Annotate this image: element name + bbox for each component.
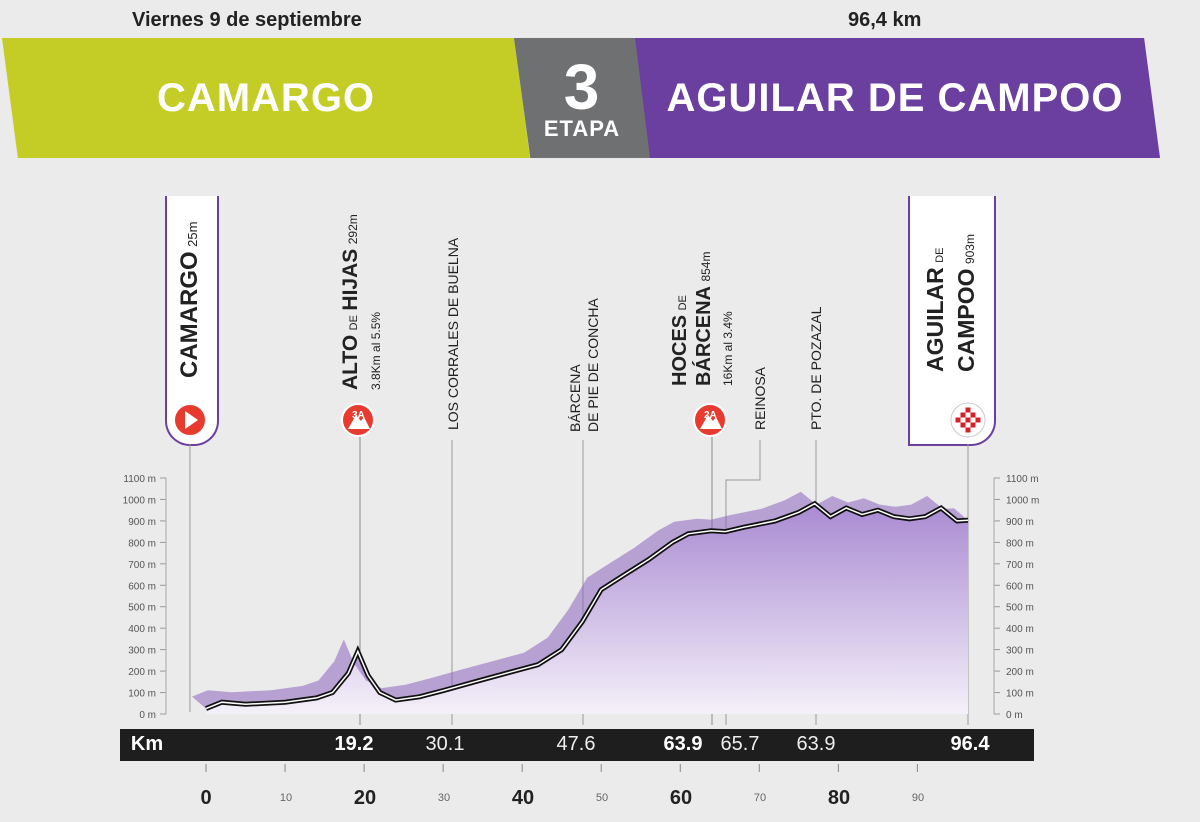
checker-square <box>965 412 971 418</box>
stage-date: Viernes 9 de septiembre <box>132 9 362 31</box>
checker-square <box>955 417 961 423</box>
x-tick-0: 0 <box>200 787 212 809</box>
km-value-reinosa: 65.7 <box>720 733 760 755</box>
y-tick-label-left: 900 m <box>128 517 156 528</box>
x-tick-90: 90 <box>911 792 925 804</box>
x-tick-30: 30 <box>437 792 451 804</box>
y-tick-label-right: 800 m <box>1006 538 1034 549</box>
hijas-cat: 3A <box>352 410 365 421</box>
y-tick-label-right: 1000 m <box>1006 495 1039 506</box>
y-tick-label-left: 1000 m <box>123 495 156 506</box>
y-tick-label-right: 100 m <box>1006 689 1034 700</box>
y-tick-label-right: 1100 m <box>1006 474 1039 485</box>
y-tick-label-left: 100 m <box>128 689 156 700</box>
y-axis-left: 0 m 100 m 200 m 300 m 400 m 500 m 600 m 700 m 80… <box>123 474 167 721</box>
y-tick-label-left: 200 m <box>128 667 156 678</box>
km-bar-label: Km <box>130 733 164 755</box>
checker-square <box>960 417 966 423</box>
profile-area <box>206 503 968 714</box>
category-3-climb-icon: 3A <box>341 403 375 437</box>
y-tick-label-right: 400 m <box>1006 624 1034 635</box>
finish-flag-icon <box>950 402 986 438</box>
y-tick-label-right: 0 m <box>1006 710 1023 721</box>
checker-square <box>965 427 971 433</box>
y-tick-label-left: 500 m <box>128 603 156 614</box>
km-value-barcena-pie: 47.6 <box>556 733 596 755</box>
km-value-pozazal: 63.9 <box>796 733 836 755</box>
finish-town: AGUILAR DE CAMPOO <box>666 75 1124 120</box>
stage-distance: 96,4 km <box>848 9 922 31</box>
km-bar <box>120 729 1034 761</box>
x-tick-50: 50 <box>595 792 609 804</box>
checker-square <box>970 412 976 418</box>
finish-banner: AGUILAR DE CAMPOO <box>630 38 1160 158</box>
y-tick-label-right: 500 m <box>1006 603 1034 614</box>
checker-square <box>970 417 976 423</box>
checker-square <box>965 407 971 413</box>
y-axis-right: 0 m 100 m 200 m 300 m 400 m 500 m 600 m 700 m 80… <box>993 474 1039 721</box>
x-tick-20: 20 <box>353 787 377 809</box>
checker-square <box>965 422 971 428</box>
category-2-climb-icon: 2A <box>693 403 727 437</box>
checker-square <box>975 417 981 423</box>
x-tick-10: 10 <box>279 792 293 804</box>
hoces-cat: 2A <box>704 410 717 421</box>
y-tick-label-left: 400 m <box>128 624 156 635</box>
y-tick-label-left: 0 m <box>139 710 156 721</box>
stage-number: 3 <box>563 51 601 123</box>
checker-square <box>960 412 966 418</box>
y-tick-label-right: 600 m <box>1006 581 1034 592</box>
y-tick-label-right: 900 m <box>1006 517 1034 528</box>
y-tick-label-right: 700 m <box>1006 560 1034 571</box>
y-tick-label-left: 800 m <box>128 538 156 549</box>
x-tick-60: 60 <box>669 787 693 809</box>
km-value-corrales: 30.1 <box>425 733 465 755</box>
x-tick-40: 40 <box>511 787 535 809</box>
y-tick-label-left: 700 m <box>128 560 156 571</box>
y-tick-label-left: 600 m <box>128 581 156 592</box>
stage-label: ETAPA <box>543 116 621 141</box>
start-town: CAMARGO <box>156 75 376 120</box>
km-value-hoces: 63.9 <box>663 733 703 755</box>
y-tick-label-left: 1100 m <box>123 474 156 485</box>
km-value-finish: 96.4 <box>950 733 990 755</box>
checker-square <box>965 417 971 423</box>
start-banner: CAMARGO <box>2 38 530 158</box>
finish-card <box>908 196 996 446</box>
y-tick-label-right: 300 m <box>1006 646 1034 657</box>
profile-relief <box>192 491 968 709</box>
y-tick-label-right: 200 m <box>1006 667 1034 678</box>
x-tick-70: 70 <box>753 792 767 804</box>
stage-badge: 3 ETAPA <box>514 38 650 158</box>
checker-square <box>970 422 976 428</box>
profile-line <box>205 502 969 710</box>
y-tick-label-left: 300 m <box>128 646 156 657</box>
checker-square <box>960 422 966 428</box>
km-value-hijas: 19.2 <box>334 733 374 755</box>
x-tick-80: 80 <box>827 787 851 809</box>
start-arrow-icon <box>173 403 207 437</box>
